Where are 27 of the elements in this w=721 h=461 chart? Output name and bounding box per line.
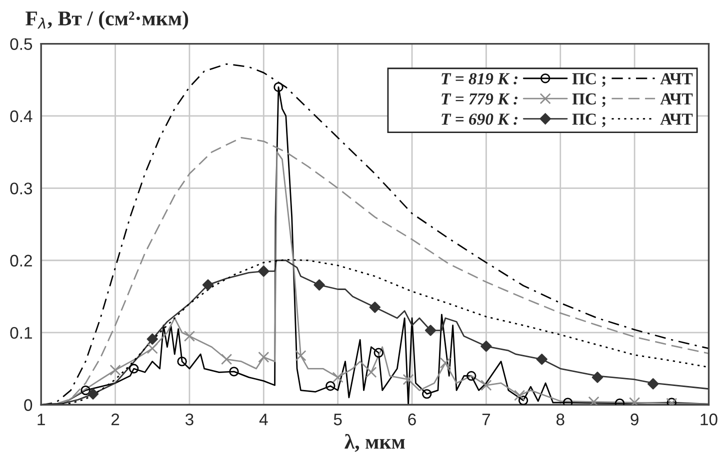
x-axis-title: λ, мкм	[344, 434, 405, 452]
x-tick-label: 5	[334, 414, 342, 426]
y-tick-label: 0.5	[10, 38, 32, 50]
x-tick-label: 4	[259, 414, 268, 426]
x-tick-label: 2	[111, 414, 120, 426]
annotation: T = 779 К :	[442, 93, 518, 105]
y-axis-title: F$_{λ}$, Вт / (см²·мкм)	[26, 10, 188, 30]
x-tick-label: 10	[700, 414, 718, 426]
x-tick-label: 8	[556, 414, 564, 426]
y-tick-label: 0.2	[10, 254, 32, 267]
x-tick-label: 1	[38, 414, 45, 426]
legend-label: АЧТ	[660, 93, 693, 104]
legend-label: АЧТ	[660, 114, 693, 125]
x-tick-label: 3	[185, 414, 194, 426]
legend-label: ПС ;	[572, 93, 606, 107]
annotation: T = 819 К :	[442, 73, 518, 84]
legend-label: АЧТ	[660, 73, 693, 84]
x-tick-label: 7	[482, 414, 490, 426]
legend-label: ПС ;	[572, 114, 606, 128]
x-tick-label: 6	[408, 414, 416, 426]
y-tick-label: 0.3	[10, 182, 32, 194]
legend-label: ПС ;	[572, 73, 606, 87]
y-tick-label: 0.1	[10, 326, 32, 339]
x-tick-label: 9	[630, 414, 638, 426]
y-tick-label: 0	[24, 399, 32, 411]
y-tick-label: 0.4	[10, 110, 32, 122]
annotation: T = 690 К :	[442, 114, 518, 125]
